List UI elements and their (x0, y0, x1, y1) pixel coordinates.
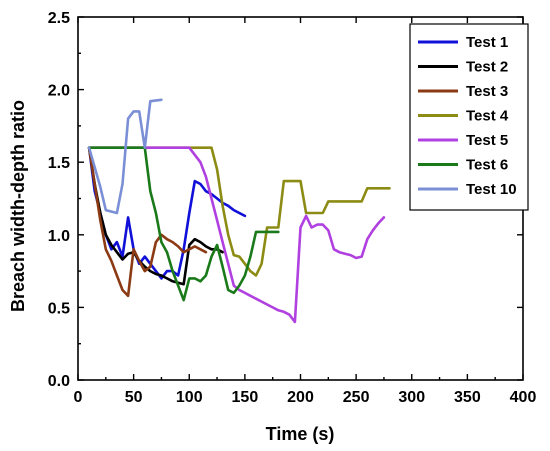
series-line-4 (87, 146, 391, 277)
x-tick-label: 0 (74, 389, 83, 406)
x-axis-title: Time (s) (266, 424, 335, 444)
x-tick-label: 200 (287, 389, 314, 406)
x-tick-label: 100 (176, 389, 203, 406)
legend: Test 1 Test 2 Test 3 Test 4 Test 5 Test 6 Test… (409, 23, 529, 211)
y-tick-label: 1.0 (48, 228, 70, 245)
legend-label: Test 1 (466, 34, 508, 51)
x-tick-label: 350 (454, 389, 481, 406)
x-tick-label: 300 (398, 389, 425, 406)
legend-label: Test 4 (466, 108, 509, 125)
x-tick-label: 250 (343, 389, 370, 406)
legend-label: Test 2 (466, 59, 508, 76)
legend-label: Test 6 (466, 157, 508, 174)
series-line-1 (87, 146, 247, 280)
legend-label: Test 10 (466, 181, 517, 198)
legend-label: Test 5 (466, 132, 508, 149)
y-tick-label: 2.5 (48, 10, 70, 27)
series-line-7 (87, 98, 163, 215)
legend-label: Test 3 (466, 83, 508, 100)
x-tick-label: 150 (232, 389, 259, 406)
y-axis-title: Breach width-depth ratio (8, 100, 28, 312)
y-tick-label: 1.5 (48, 155, 70, 172)
series-line-6 (87, 146, 280, 302)
x-tick-label: 400 (510, 389, 537, 406)
series-line-5 (87, 146, 386, 324)
x-tick-label: 50 (125, 389, 143, 406)
series-line-2 (87, 146, 224, 286)
series-line-3 (87, 146, 208, 298)
y-tick-label: 0.0 (48, 373, 70, 390)
y-tick-label: 2.0 (48, 83, 70, 100)
plot-series-group (87, 98, 391, 324)
y-tick-label: 0.5 (48, 300, 70, 317)
axes-group: 0 50 100 150 200 250 300 350 400 0.0 0.5 1.0 1.5 2.0 2… (48, 10, 537, 406)
